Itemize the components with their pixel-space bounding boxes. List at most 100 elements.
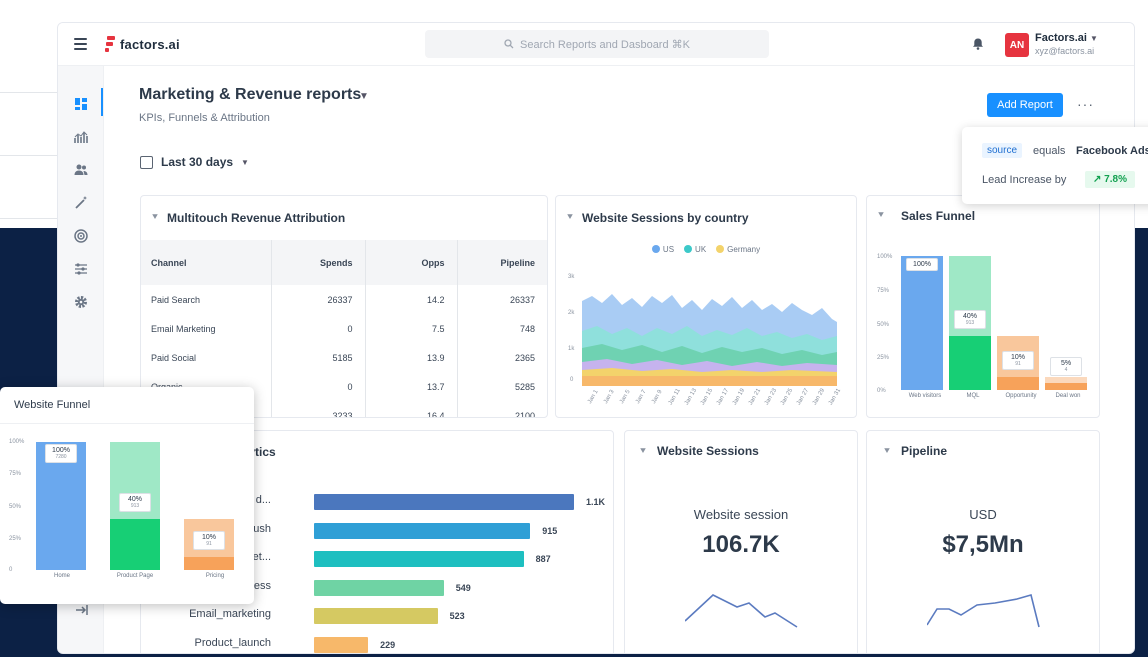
column-header[interactable]: Spends bbox=[271, 240, 366, 285]
sliders-icon[interactable] bbox=[73, 261, 89, 277]
funnel-pct: 100% bbox=[52, 447, 70, 454]
metric-label: Website session bbox=[693, 507, 789, 522]
lead-increase-label: Lead Increase by bbox=[982, 174, 1067, 186]
y-tick: 0 bbox=[570, 377, 574, 383]
pipeline-card: ⯆ Pipeline USD $7,5Mn bbox=[866, 430, 1100, 653]
funnel-pct: 10% bbox=[201, 534, 216, 542]
bar[interactable] bbox=[314, 579, 444, 596]
search-input[interactable]: Search Reports and Dasboard ⌘K bbox=[425, 30, 769, 58]
funnel-value-tag: 5% 4 bbox=[1050, 357, 1082, 377]
filter-source-chip[interactable]: source bbox=[982, 143, 1023, 158]
bar-label: et... bbox=[252, 551, 271, 563]
funnel-pct: 40% bbox=[962, 313, 977, 321]
x-axis-labels: Jan 1 Jan 3 Jan 5 Jan 7 Jan 9 Jan 11 Jan… bbox=[587, 387, 843, 407]
y-tick: 100% bbox=[877, 254, 893, 260]
column-header[interactable]: Opps bbox=[365, 240, 458, 285]
bar[interactable] bbox=[314, 636, 369, 653]
add-report-button[interactable]: Add Report bbox=[987, 93, 1063, 117]
page-title: Marketing & Revenue reports bbox=[139, 86, 362, 103]
legend-item[interactable]: Germany bbox=[716, 245, 760, 254]
bar[interactable] bbox=[314, 494, 574, 510]
funnel-bar[interactable] bbox=[184, 557, 234, 570]
bell-icon[interactable] bbox=[971, 37, 985, 51]
table-row[interactable]: Email Marketing 0 7.5 748 bbox=[141, 314, 547, 343]
pin-icon[interactable]: ⯆ bbox=[639, 446, 647, 457]
sparkline bbox=[927, 594, 1040, 628]
card-title: Website Funnel bbox=[14, 399, 91, 411]
search-placeholder: Search Reports and Dasboard ⌘K bbox=[520, 38, 690, 51]
pin-icon[interactable]: ⯆ bbox=[877, 210, 885, 221]
sidebar-active-indicator bbox=[101, 88, 103, 116]
sales-funnel-card: ⯆ Sales Funnel 100% 75% 50% 25% 0% 100% 4… bbox=[866, 195, 1100, 418]
y-tick: 0% bbox=[877, 388, 886, 394]
title-dropdown-icon[interactable]: ▼ bbox=[359, 91, 369, 102]
table-row[interactable]: Paid Social 5185 13.9 2365 bbox=[141, 343, 547, 372]
sessions-by-country-card: ⯆ Website Sessions by country US UK Germ… bbox=[555, 195, 857, 418]
funnel-count: 913 bbox=[965, 320, 975, 327]
pin-icon[interactable]: ⯆ bbox=[883, 446, 891, 457]
logo[interactable]: factors.ai bbox=[105, 36, 180, 52]
funnel-count: 4 bbox=[1064, 367, 1068, 374]
bar-value: 1.1K bbox=[586, 497, 606, 507]
funnel-bar[interactable] bbox=[36, 442, 86, 570]
funnel-value-tag: 10% 91 bbox=[1002, 350, 1034, 370]
metric-label: USD bbox=[969, 507, 997, 522]
legend-item[interactable]: US bbox=[651, 245, 674, 254]
more-options-icon[interactable]: ··· bbox=[1077, 96, 1094, 112]
table-row[interactable]: Paid Search 26337 14.2 26337 bbox=[141, 285, 547, 314]
account-name[interactable]: Factors.ai ▼ bbox=[1035, 32, 1098, 44]
funnel-bar[interactable] bbox=[901, 256, 943, 390]
bar[interactable] bbox=[314, 608, 438, 624]
magic-wand-icon[interactable] bbox=[73, 195, 89, 211]
y-tick: 100% bbox=[9, 439, 25, 445]
gear-icon[interactable] bbox=[73, 294, 89, 310]
bar[interactable] bbox=[314, 522, 531, 539]
multitouch-attribution-card: ⯆ Multitouch Revenue Attribution Channel… bbox=[140, 195, 548, 418]
bar-label: d... bbox=[255, 494, 271, 506]
bar-value: 229 bbox=[380, 639, 396, 650]
filter-value: Facebook Ads bbox=[1076, 145, 1148, 157]
target-icon[interactable] bbox=[73, 228, 89, 244]
menu-icon[interactable] bbox=[74, 38, 87, 50]
pin-icon[interactable]: ⯆ bbox=[566, 212, 574, 223]
bar-label: Product_launch bbox=[194, 636, 271, 649]
funnel-x-labels: Home Product Page Pricing bbox=[53, 573, 225, 579]
dashboard-icon[interactable] bbox=[73, 96, 89, 112]
arrow-up-right-icon: ↗ bbox=[1093, 174, 1102, 185]
y-tick: 25% bbox=[9, 536, 22, 542]
analytics-icon[interactable] bbox=[73, 129, 89, 145]
date-range-picker[interactable]: Last 30 days ▼ bbox=[140, 155, 249, 169]
bar[interactable] bbox=[314, 551, 524, 567]
y-tick: 3k bbox=[568, 274, 575, 280]
logout-icon[interactable] bbox=[73, 602, 89, 618]
app-window: factors.ai Search Reports and Dasboard ⌘… bbox=[57, 22, 1135, 654]
funnel-pct: 10% bbox=[1010, 353, 1025, 361]
funnel-value-tag: 100% bbox=[906, 258, 938, 271]
users-icon[interactable] bbox=[73, 162, 89, 178]
search-icon bbox=[504, 39, 514, 49]
column-header[interactable]: Channel bbox=[141, 240, 272, 285]
funnel-bar[interactable] bbox=[1045, 383, 1087, 390]
funnel-pct: 40% bbox=[127, 495, 142, 503]
funnel-x-labels: Web visitors MQL Opportunity Deal won bbox=[908, 393, 1081, 399]
pin-icon[interactable]: ⯆ bbox=[151, 212, 159, 223]
metric-value: 106.7K bbox=[702, 531, 780, 558]
card-title: Website Sessions by country bbox=[582, 211, 749, 225]
funnel-count: 91 bbox=[206, 541, 212, 548]
funnel-bar[interactable] bbox=[949, 336, 991, 390]
column-header[interactable]: Pipeline bbox=[457, 240, 547, 285]
bar-value: 915 bbox=[542, 525, 558, 536]
stacked-area-chart bbox=[582, 294, 837, 386]
funnel-value-tag: 40% 913 bbox=[119, 492, 151, 512]
bar-value: 523 bbox=[449, 611, 465, 621]
funnel-bar[interactable] bbox=[110, 518, 160, 570]
date-range-label: Last 30 days bbox=[161, 155, 234, 169]
funnel-bar[interactable] bbox=[997, 376, 1039, 390]
legend-item[interactable]: UK bbox=[684, 245, 706, 254]
website-funnel-popup: Website Funnel 100% 75% 50% 25% 0 100% 72… bbox=[0, 387, 254, 604]
calendar-icon bbox=[140, 155, 153, 169]
funnel-bars: 100% 7280 40% 913 10% 91 bbox=[36, 442, 248, 570]
avatar[interactable]: AN bbox=[1005, 33, 1029, 57]
funnel-count: 7280 bbox=[55, 454, 67, 460]
